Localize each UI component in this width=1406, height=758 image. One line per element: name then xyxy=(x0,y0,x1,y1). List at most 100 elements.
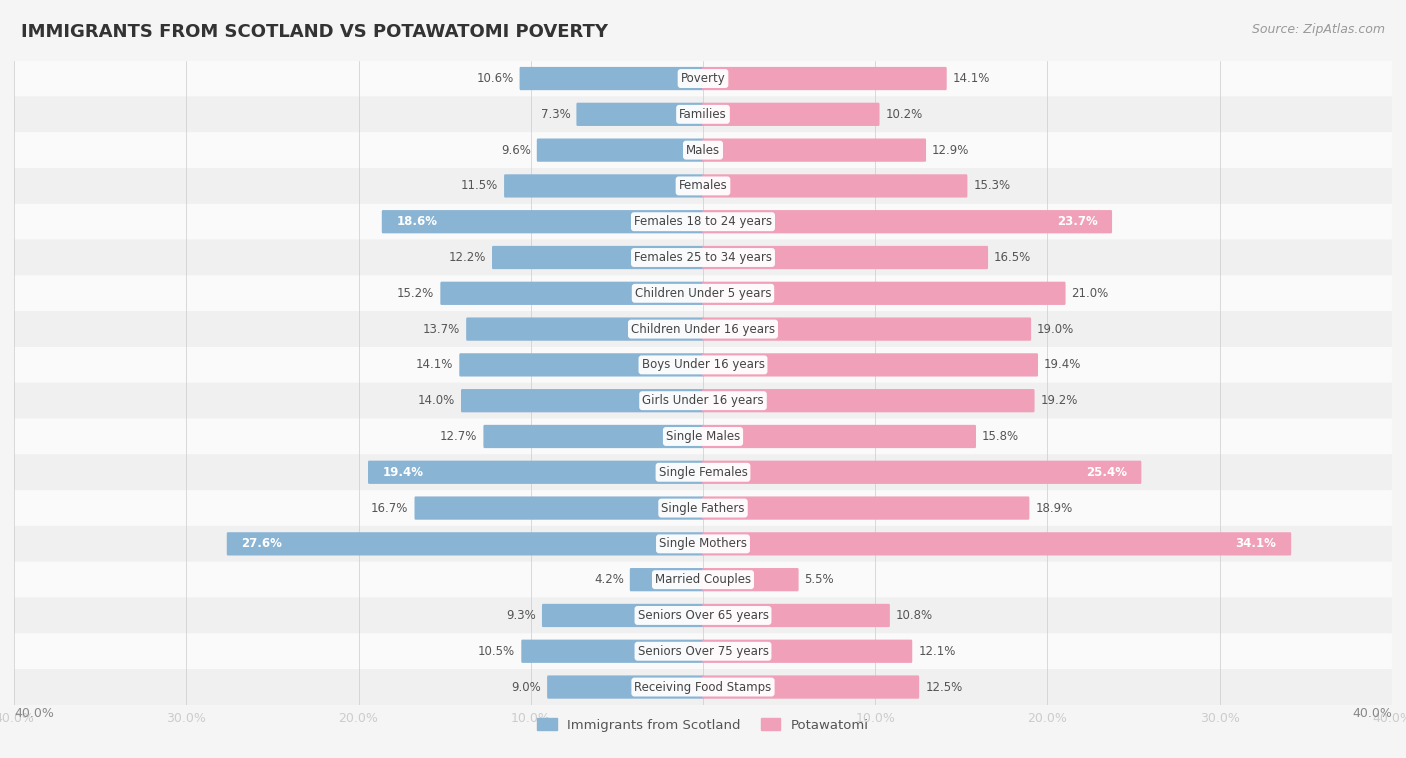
FancyBboxPatch shape xyxy=(702,568,799,591)
Text: 12.9%: 12.9% xyxy=(932,143,970,157)
Text: 7.3%: 7.3% xyxy=(541,108,571,121)
Text: 12.1%: 12.1% xyxy=(918,645,956,658)
Text: 10.8%: 10.8% xyxy=(896,609,934,622)
Text: Single Mothers: Single Mothers xyxy=(659,537,747,550)
FancyBboxPatch shape xyxy=(702,604,890,627)
Text: 16.7%: 16.7% xyxy=(371,502,409,515)
Text: 23.7%: 23.7% xyxy=(1057,215,1098,228)
FancyBboxPatch shape xyxy=(14,490,1392,526)
Text: Females 18 to 24 years: Females 18 to 24 years xyxy=(634,215,772,228)
Text: 15.8%: 15.8% xyxy=(981,430,1019,443)
FancyBboxPatch shape xyxy=(226,532,704,556)
Text: Families: Families xyxy=(679,108,727,121)
Text: 12.5%: 12.5% xyxy=(925,681,963,694)
FancyBboxPatch shape xyxy=(702,461,1142,484)
FancyBboxPatch shape xyxy=(702,210,1112,233)
FancyBboxPatch shape xyxy=(14,347,1392,383)
Text: 14.1%: 14.1% xyxy=(953,72,990,85)
Text: 19.4%: 19.4% xyxy=(1045,359,1081,371)
Text: Children Under 16 years: Children Under 16 years xyxy=(631,323,775,336)
Text: 12.2%: 12.2% xyxy=(449,251,486,264)
Text: Source: ZipAtlas.com: Source: ZipAtlas.com xyxy=(1251,23,1385,36)
Text: 34.1%: 34.1% xyxy=(1236,537,1277,550)
Text: 15.3%: 15.3% xyxy=(973,180,1011,193)
Text: IMMIGRANTS FROM SCOTLAND VS POTAWATOMI POVERTY: IMMIGRANTS FROM SCOTLAND VS POTAWATOMI P… xyxy=(21,23,607,41)
Text: 19.0%: 19.0% xyxy=(1038,323,1074,336)
Text: Children Under 5 years: Children Under 5 years xyxy=(634,287,772,300)
FancyBboxPatch shape xyxy=(14,240,1392,275)
FancyBboxPatch shape xyxy=(14,275,1392,312)
Text: Males: Males xyxy=(686,143,720,157)
FancyBboxPatch shape xyxy=(14,562,1392,597)
Text: 14.0%: 14.0% xyxy=(418,394,456,407)
Text: Poverty: Poverty xyxy=(681,72,725,85)
FancyBboxPatch shape xyxy=(520,67,704,90)
Legend: Immigrants from Scotland, Potawatomi: Immigrants from Scotland, Potawatomi xyxy=(531,713,875,737)
Text: Single Males: Single Males xyxy=(666,430,740,443)
FancyBboxPatch shape xyxy=(505,174,704,198)
FancyBboxPatch shape xyxy=(541,604,704,627)
Text: 19.4%: 19.4% xyxy=(382,465,423,479)
FancyBboxPatch shape xyxy=(702,640,912,663)
FancyBboxPatch shape xyxy=(547,675,704,699)
FancyBboxPatch shape xyxy=(702,389,1035,412)
FancyBboxPatch shape xyxy=(382,210,704,233)
FancyBboxPatch shape xyxy=(702,496,1029,520)
FancyBboxPatch shape xyxy=(702,282,1066,305)
Text: 9.6%: 9.6% xyxy=(501,143,531,157)
Text: Single Fathers: Single Fathers xyxy=(661,502,745,515)
Text: 11.5%: 11.5% xyxy=(461,180,498,193)
Text: Seniors Over 75 years: Seniors Over 75 years xyxy=(637,645,769,658)
FancyBboxPatch shape xyxy=(14,597,1392,634)
Text: 5.5%: 5.5% xyxy=(804,573,834,586)
Text: 18.6%: 18.6% xyxy=(396,215,437,228)
Text: 13.7%: 13.7% xyxy=(423,323,460,336)
FancyBboxPatch shape xyxy=(702,174,967,198)
FancyBboxPatch shape xyxy=(702,67,946,90)
FancyBboxPatch shape xyxy=(702,246,988,269)
FancyBboxPatch shape xyxy=(630,568,704,591)
Text: 9.3%: 9.3% xyxy=(506,609,536,622)
FancyBboxPatch shape xyxy=(14,204,1392,240)
FancyBboxPatch shape xyxy=(702,318,1031,341)
FancyBboxPatch shape xyxy=(461,389,704,412)
FancyBboxPatch shape xyxy=(14,168,1392,204)
FancyBboxPatch shape xyxy=(467,318,704,341)
FancyBboxPatch shape xyxy=(702,675,920,699)
Text: 40.0%: 40.0% xyxy=(14,706,53,720)
Text: 19.2%: 19.2% xyxy=(1040,394,1078,407)
FancyBboxPatch shape xyxy=(702,532,1291,556)
FancyBboxPatch shape xyxy=(702,424,976,448)
FancyBboxPatch shape xyxy=(14,454,1392,490)
FancyBboxPatch shape xyxy=(460,353,704,377)
FancyBboxPatch shape xyxy=(14,96,1392,132)
Text: 10.2%: 10.2% xyxy=(886,108,922,121)
Text: 40.0%: 40.0% xyxy=(1353,706,1392,720)
Text: Boys Under 16 years: Boys Under 16 years xyxy=(641,359,765,371)
FancyBboxPatch shape xyxy=(14,634,1392,669)
FancyBboxPatch shape xyxy=(576,102,704,126)
Text: Seniors Over 65 years: Seniors Over 65 years xyxy=(637,609,769,622)
Text: 9.0%: 9.0% xyxy=(512,681,541,694)
Text: 21.0%: 21.0% xyxy=(1071,287,1109,300)
FancyBboxPatch shape xyxy=(440,282,704,305)
Text: 18.9%: 18.9% xyxy=(1035,502,1073,515)
Text: Married Couples: Married Couples xyxy=(655,573,751,586)
Text: 16.5%: 16.5% xyxy=(994,251,1032,264)
FancyBboxPatch shape xyxy=(368,461,704,484)
FancyBboxPatch shape xyxy=(14,132,1392,168)
Text: 10.5%: 10.5% xyxy=(478,645,515,658)
FancyBboxPatch shape xyxy=(484,424,704,448)
FancyBboxPatch shape xyxy=(14,669,1392,705)
FancyBboxPatch shape xyxy=(537,139,704,161)
FancyBboxPatch shape xyxy=(702,139,927,161)
Text: 12.7%: 12.7% xyxy=(440,430,478,443)
Text: 27.6%: 27.6% xyxy=(242,537,283,550)
Text: 15.2%: 15.2% xyxy=(396,287,434,300)
FancyBboxPatch shape xyxy=(702,102,880,126)
Text: Girls Under 16 years: Girls Under 16 years xyxy=(643,394,763,407)
Text: 14.1%: 14.1% xyxy=(416,359,453,371)
FancyBboxPatch shape xyxy=(14,312,1392,347)
FancyBboxPatch shape xyxy=(415,496,704,520)
FancyBboxPatch shape xyxy=(14,526,1392,562)
